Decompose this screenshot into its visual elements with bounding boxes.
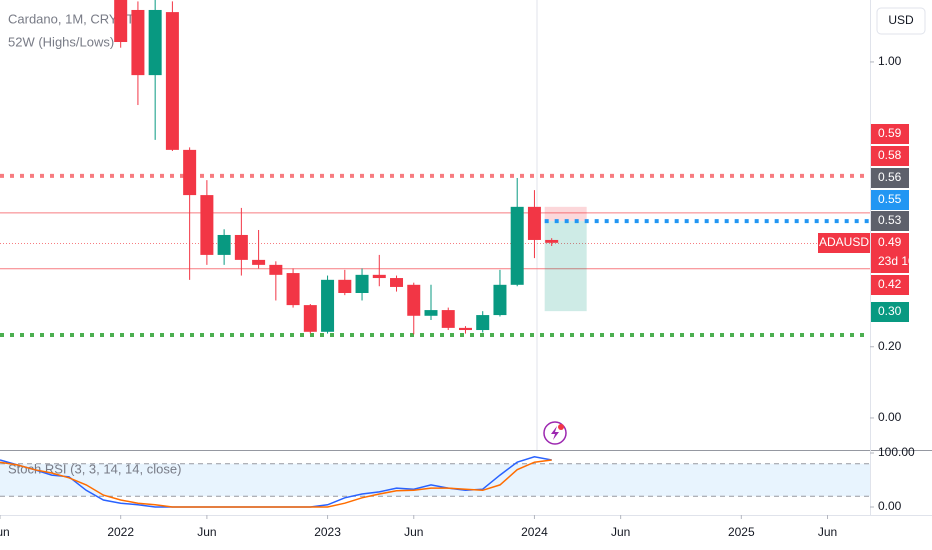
price-badge xyxy=(871,302,909,322)
candle-body xyxy=(252,259,266,265)
y-tick-label: 0.20 xyxy=(878,339,902,353)
price-badge-label: 0.42 xyxy=(878,277,902,291)
x-tick-label: Jun xyxy=(611,525,630,539)
candle-body xyxy=(424,310,438,316)
candle-body xyxy=(372,274,386,279)
price-badge-label: 0.49 xyxy=(878,235,902,249)
candle-body xyxy=(286,273,300,306)
symbol-badge-label: ADAUSD xyxy=(819,235,869,249)
price-badge xyxy=(871,168,909,188)
candle-body xyxy=(217,234,231,255)
price-badge xyxy=(871,233,909,273)
candle-body xyxy=(355,274,369,293)
x-tick-label: 2022 xyxy=(107,525,134,539)
price-badge-label: 0.30 xyxy=(878,304,902,318)
candle-body xyxy=(303,305,317,332)
price-badge xyxy=(871,211,909,231)
candle-body xyxy=(200,195,214,255)
stoch-tick-label: 0.00 xyxy=(878,499,902,513)
x-tick-label: Jun xyxy=(197,525,216,539)
price-badge xyxy=(871,275,909,295)
candle-body xyxy=(476,315,490,331)
x-tick-label: Jun xyxy=(818,525,837,539)
candle-body xyxy=(234,234,248,260)
price-badge-label: 0.55 xyxy=(878,192,902,206)
candle-body xyxy=(458,327,472,331)
candle-body xyxy=(269,264,283,275)
candle-body xyxy=(183,149,197,196)
price-badge xyxy=(871,146,909,166)
stop-zone xyxy=(544,206,587,222)
currency-label[interactable]: USD xyxy=(888,13,914,27)
candle-body xyxy=(493,284,507,316)
candle-body xyxy=(407,284,421,316)
stoch-line xyxy=(0,459,552,508)
x-tick-label: 2024 xyxy=(521,525,548,539)
candle-body xyxy=(338,279,352,293)
symbol-badge xyxy=(818,233,870,253)
candle-body xyxy=(321,279,335,332)
candle-body xyxy=(390,278,404,287)
x-tick-label: 2023 xyxy=(314,525,341,539)
event-dot xyxy=(558,424,564,430)
candle-body xyxy=(545,239,559,243)
currency-button[interactable] xyxy=(876,7,926,35)
lightning xyxy=(551,426,559,440)
symbol-title: Cardano, 1M, CRYPTO xyxy=(8,11,144,26)
x-tick-label: Jun xyxy=(0,525,10,539)
price-badge-label: 0.58 xyxy=(878,148,902,162)
candle-body xyxy=(148,9,162,76)
candle-body xyxy=(441,310,455,328)
target-zone xyxy=(544,221,587,312)
candle-body xyxy=(510,206,524,285)
countdown: 23d 10h xyxy=(878,254,921,268)
candle-body xyxy=(165,12,179,150)
x-tick-label: 2025 xyxy=(728,525,755,539)
candle-body xyxy=(114,0,128,43)
x-tick-label: Jun xyxy=(404,525,423,539)
stoch-band xyxy=(0,463,870,497)
candle-body xyxy=(131,9,145,76)
price-badge-label: 0.59 xyxy=(878,126,902,140)
price-badge xyxy=(871,190,909,210)
price-badge-label: 0.53 xyxy=(878,213,902,227)
price-badge xyxy=(871,124,909,144)
y-tick-label: 0.00 xyxy=(878,410,902,424)
indicator-title: 52W (Highs/Lows) xyxy=(8,34,114,49)
candle-body xyxy=(527,206,541,240)
stoch-tick-label: 100.00 xyxy=(878,445,915,459)
price-badge-label: 0.56 xyxy=(878,170,902,184)
y-tick-label: 1.00 xyxy=(878,54,902,68)
